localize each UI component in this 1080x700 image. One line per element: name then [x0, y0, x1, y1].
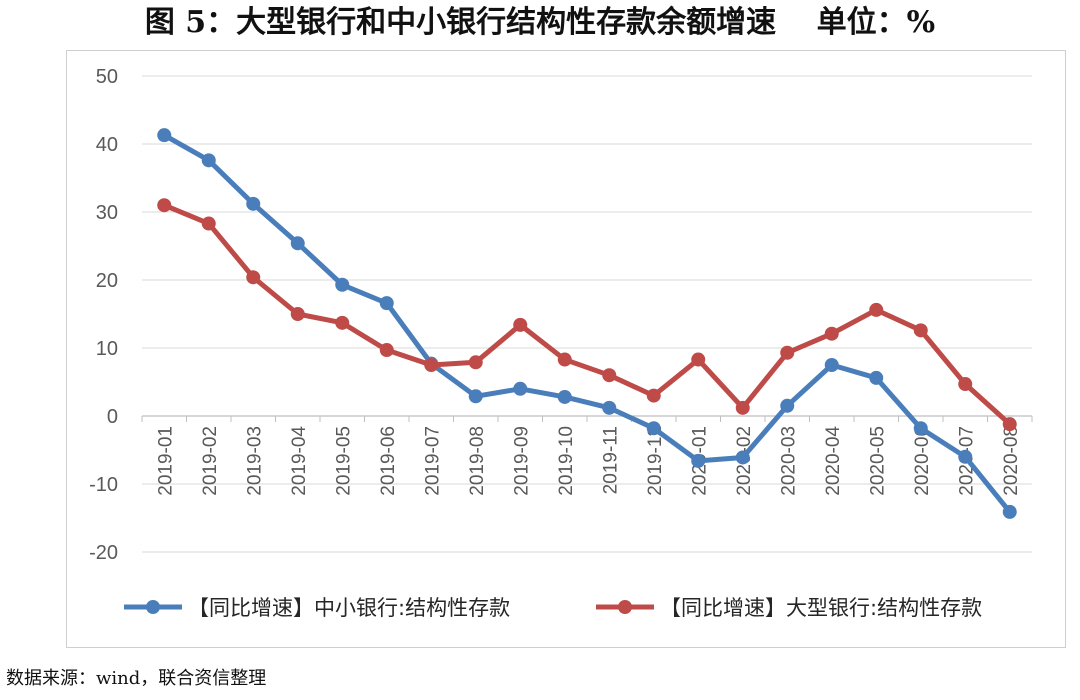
y-tick-label: 50	[96, 66, 118, 88]
x-tick-label: 2019-03	[244, 426, 265, 496]
data-point	[780, 398, 795, 413]
data-point	[468, 355, 483, 370]
data-point	[691, 352, 706, 367]
data-point	[1002, 504, 1017, 519]
data-point	[824, 326, 839, 341]
data-point	[290, 236, 305, 251]
data-point	[602, 368, 617, 383]
x-tick-label: 2019-02	[200, 426, 221, 496]
data-point	[602, 400, 617, 415]
y-tick-label: 20	[96, 270, 118, 292]
data-point	[646, 388, 661, 403]
data-point	[958, 377, 973, 392]
data-point	[424, 358, 439, 372]
x-tick-label: 2019-08	[467, 426, 488, 496]
y-tick-label: -10	[89, 474, 118, 496]
data-point	[691, 453, 706, 468]
data-point	[646, 421, 661, 436]
data-point	[157, 198, 172, 213]
x-tick-label: 2019-06	[378, 426, 399, 496]
data-point	[913, 323, 928, 338]
chart-title: 图 5：大型银行和中小银行结构性存款余额增速 单位：%	[144, 5, 936, 40]
data-point	[468, 389, 483, 404]
x-tick-label: 2019-01	[155, 426, 176, 496]
x-tick-label: 2020-04	[823, 426, 844, 496]
data-point	[1002, 417, 1017, 432]
data-point	[379, 296, 394, 311]
data-point	[869, 370, 884, 385]
legend-swatch-marker	[146, 600, 160, 614]
data-point	[246, 270, 261, 285]
x-tick-label: 2019-09	[511, 426, 532, 496]
data-point	[958, 449, 973, 464]
x-tick-label: 2019-05	[333, 426, 354, 496]
data-point	[913, 421, 928, 436]
data-point	[557, 389, 572, 404]
data-point	[735, 450, 750, 465]
data-point	[869, 302, 884, 317]
data-point	[513, 381, 528, 396]
chart-frame	[66, 50, 1066, 648]
data-point	[780, 345, 795, 360]
data-point	[824, 358, 839, 372]
x-tick-label: 2020-05	[867, 426, 888, 496]
legend-label: 【同比增速】大型银行:结构性存款	[660, 596, 982, 620]
x-tick-label: 2020-06	[912, 426, 933, 496]
data-point	[379, 343, 394, 358]
x-tick-label: 2019-11	[600, 426, 621, 494]
data-point	[735, 400, 750, 415]
x-tick-label: 2019-10	[556, 426, 577, 496]
data-point	[290, 307, 305, 321]
legend-swatch-marker	[618, 600, 632, 614]
data-point	[335, 315, 350, 330]
x-tick-label: 2020-03	[778, 426, 799, 496]
series-line-2	[161, 202, 1013, 427]
series-line-1	[161, 132, 1013, 515]
data-point	[157, 128, 172, 143]
x-tick-label: 2020-08	[1001, 426, 1022, 496]
source-note: 数据来源：wind，联合资信整理	[6, 668, 267, 689]
data-point	[201, 216, 216, 231]
data-point	[513, 317, 528, 332]
data-point	[335, 277, 350, 292]
x-tick-label: 2019-12	[645, 426, 666, 496]
data-point	[246, 196, 261, 211]
y-tick-label: 30	[96, 202, 118, 224]
data-point	[201, 153, 216, 168]
data-point	[557, 352, 572, 367]
y-tick-label: 0	[107, 406, 118, 428]
y-tick-label: -20	[89, 542, 118, 564]
y-tick-label: 40	[96, 134, 118, 156]
x-tick-label: 2019-04	[289, 426, 310, 496]
legend-label: 【同比增速】中小银行:结构性存款	[188, 596, 510, 620]
line-chart: 50 40 30 20 10 0 -10 -20 2019-01 2019-02 2019-03 20…	[89, 66, 1033, 620]
x-tick-label: 2019-07	[422, 426, 443, 496]
y-tick-label: 10	[96, 338, 118, 360]
